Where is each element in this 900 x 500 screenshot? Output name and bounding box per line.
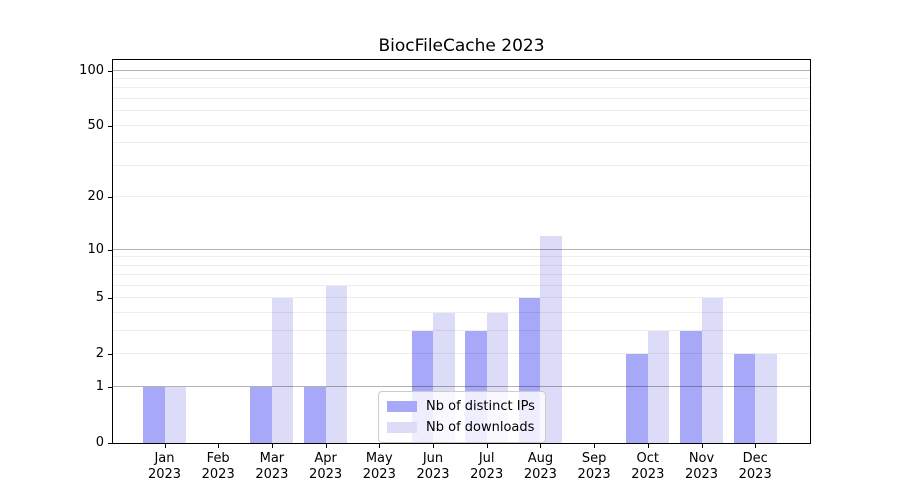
x-tick-mark — [271, 444, 273, 448]
bar-downloads-apr — [325, 286, 348, 443]
x-tick-label: Oct 2023 — [631, 451, 665, 482]
legend: Nb of distinct IPs Nb of downloads — [378, 391, 546, 443]
bar-distinct-ips-mar — [250, 387, 272, 443]
y-tick-label: 10 — [87, 241, 104, 257]
legend-item-distinct-ips: Nb of distinct IPs — [387, 398, 535, 415]
x-tick-label: Sep 2023 — [577, 451, 611, 482]
bar-downloads-jan — [164, 387, 186, 443]
bars-layer — [113, 60, 810, 443]
y-tick-mark — [108, 249, 112, 251]
legend-swatch-downloads-icon — [387, 422, 417, 433]
x-tick-mark — [540, 444, 542, 448]
x-tick-mark — [486, 444, 488, 448]
x-tick-label: Aug 2023 — [523, 451, 557, 482]
y-tick-label: 1 — [95, 379, 104, 395]
chart-title: BiocFileCache 2023 — [378, 36, 545, 56]
y-tick-mark — [108, 354, 112, 356]
y-tick-mark — [108, 298, 112, 300]
y-tick-mark — [108, 70, 112, 72]
bar-distinct-ips-jan — [143, 387, 165, 443]
x-tick-label: Dec 2023 — [738, 451, 772, 482]
x-tick-label: Mar 2023 — [255, 451, 289, 482]
bar-downloads-oct — [647, 331, 670, 443]
y-tick-mark — [108, 197, 112, 199]
x-tick-label: Apr 2023 — [309, 451, 343, 482]
legend-swatch-distinct-ips-icon — [387, 401, 417, 412]
y-tick-label: 0 — [95, 435, 104, 450]
legend-label: Nb of downloads — [426, 420, 535, 435]
legend-item-downloads: Nb of downloads — [387, 419, 535, 436]
x-tick-mark — [755, 444, 757, 448]
y-tick-mark — [108, 443, 112, 444]
y-tick-label: 5 — [95, 290, 104, 306]
x-tick-label: Feb 2023 — [201, 451, 235, 482]
x-tick-label: May 2023 — [362, 451, 396, 482]
x-tick-mark — [325, 444, 327, 448]
x-tick-mark — [701, 444, 703, 448]
bar-distinct-ips-dec — [733, 354, 756, 443]
bar-distinct-ips-oct — [626, 354, 648, 443]
y-tick-label: 20 — [87, 189, 104, 205]
bar-downloads-dec — [755, 354, 777, 443]
x-tick-label: Jul 2023 — [470, 451, 504, 482]
x-tick-label: Nov 2023 — [684, 451, 719, 482]
x-tick-mark — [164, 444, 166, 448]
bar-downloads-mar — [271, 298, 294, 443]
x-tick-mark — [594, 444, 596, 448]
x-tick-mark — [647, 444, 649, 448]
y-tick-label: 100 — [79, 62, 104, 78]
bar-distinct-ips-apr — [304, 387, 326, 443]
y-tick-label: 50 — [87, 117, 104, 133]
x-tick-mark — [433, 444, 434, 448]
x-tick-mark — [379, 444, 381, 448]
y-tick-mark — [108, 387, 112, 389]
bar-distinct-ips-nov — [680, 331, 702, 443]
x-tick-label: Jan 2023 — [147, 451, 182, 482]
x-tick-label: Jun 2023 — [416, 451, 450, 482]
x-tick-mark — [218, 444, 220, 448]
y-tick-mark — [108, 125, 112, 127]
y-tick-label: 2 — [95, 346, 104, 362]
bar-downloads-nov — [701, 298, 723, 443]
plot-area — [112, 59, 811, 444]
bar-downloads-aug — [540, 236, 562, 443]
legend-label: Nb of distinct IPs — [426, 399, 535, 414]
